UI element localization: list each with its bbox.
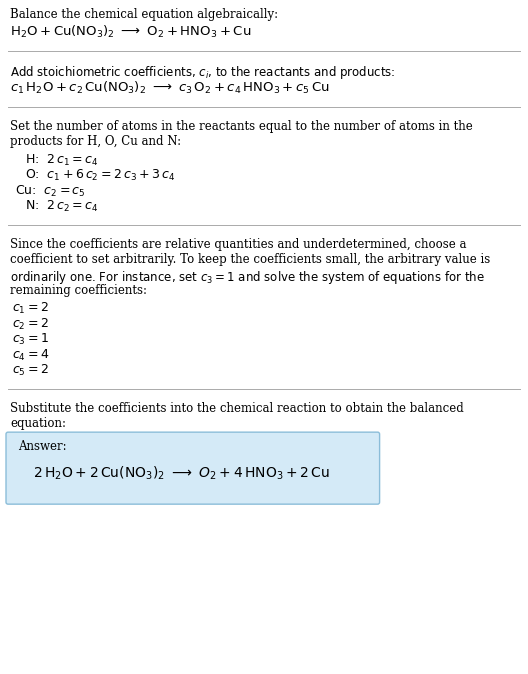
Text: Substitute the coefficients into the chemical reaction to obtain the balanced: Substitute the coefficients into the che… xyxy=(10,402,464,415)
Text: Answer:: Answer: xyxy=(18,440,67,453)
Text: $c_3 = 1$: $c_3 = 1$ xyxy=(12,332,49,347)
Text: Set the number of atoms in the reactants equal to the number of atoms in the: Set the number of atoms in the reactants… xyxy=(10,120,473,133)
Text: $c_1\,\mathrm{H_2O} + c_2\,\mathrm{Cu(NO_3)_2}\ \longrightarrow\ c_3\,\mathrm{O_: $c_1\,\mathrm{H_2O} + c_2\,\mathrm{Cu(NO… xyxy=(10,80,330,96)
Text: $c_2 = 2$: $c_2 = 2$ xyxy=(12,317,49,332)
Text: N:  $2\,c_2 = c_4$: N: $2\,c_2 = c_4$ xyxy=(25,199,99,214)
FancyBboxPatch shape xyxy=(6,432,380,504)
Text: $2\,\mathrm{H_2O} + 2\,\mathrm{Cu(NO_3)_2}\ \longrightarrow\ O_2 + 4\,\mathrm{HN: $2\,\mathrm{H_2O} + 2\,\mathrm{Cu(NO_3)_… xyxy=(33,464,330,481)
Text: products for H, O, Cu and N:: products for H, O, Cu and N: xyxy=(10,135,181,148)
Text: equation:: equation: xyxy=(10,417,66,430)
Text: Balance the chemical equation algebraically:: Balance the chemical equation algebraica… xyxy=(10,8,278,21)
Text: $c_4 = 4$: $c_4 = 4$ xyxy=(12,348,50,363)
Text: coefficient to set arbitrarily. To keep the coefficients small, the arbitrary va: coefficient to set arbitrarily. To keep … xyxy=(10,253,491,266)
Text: $c_1 = 2$: $c_1 = 2$ xyxy=(12,301,49,316)
Text: O:  $c_1 + 6\,c_2 = 2\,c_3 + 3\,c_4$: O: $c_1 + 6\,c_2 = 2\,c_3 + 3\,c_4$ xyxy=(25,168,175,183)
Text: Add stoichiometric coefficients, $c_i$, to the reactants and products:: Add stoichiometric coefficients, $c_i$, … xyxy=(10,64,395,81)
Text: Cu:  $c_2 = c_5$: Cu: $c_2 = c_5$ xyxy=(15,183,86,199)
Text: Since the coefficients are relative quantities and underdetermined, choose a: Since the coefficients are relative quan… xyxy=(10,237,467,251)
Text: $\mathrm{H_2O + Cu(NO_3)_2\ \longrightarrow\ O_2 + HNO_3 + Cu}$: $\mathrm{H_2O + Cu(NO_3)_2\ \longrightar… xyxy=(10,24,251,40)
Text: $c_5 = 2$: $c_5 = 2$ xyxy=(12,363,49,378)
Text: ordinarily one. For instance, set $c_3 = 1$ and solve the system of equations fo: ordinarily one. For instance, set $c_3 =… xyxy=(10,268,485,286)
Text: remaining coefficients:: remaining coefficients: xyxy=(10,284,147,297)
Text: H:  $2\,c_1 = c_4$: H: $2\,c_1 = c_4$ xyxy=(25,152,99,168)
